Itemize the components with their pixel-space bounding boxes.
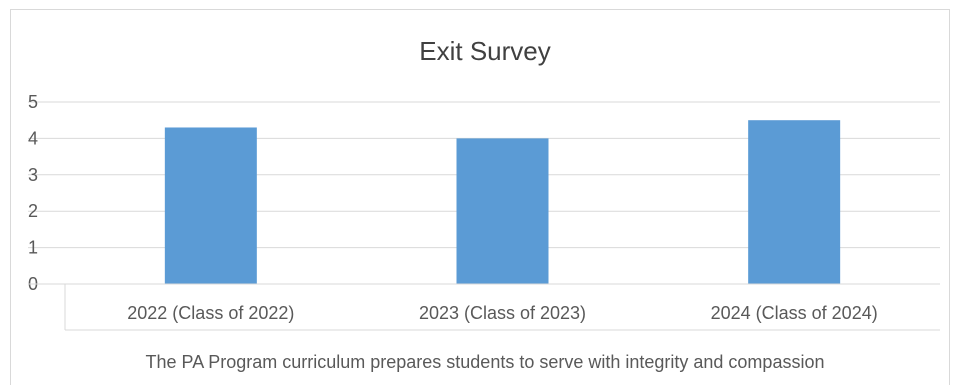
bars bbox=[164, 120, 841, 284]
bar-3 bbox=[748, 120, 841, 284]
x-axis-title: The PA Program curriculum prepares stude… bbox=[146, 352, 825, 372]
category-labels: 2022 (Class of 2022) 2023 (Class of 2023)… bbox=[127, 303, 877, 323]
category-label-2: 2023 (Class of 2023) bbox=[419, 303, 586, 323]
y-tick-label-3: 3 bbox=[28, 165, 38, 185]
y-tick-label-1: 1 bbox=[28, 238, 38, 258]
y-tick-label-2: 2 bbox=[28, 201, 38, 221]
chart-title: Exit Survey bbox=[419, 36, 551, 66]
x-axis bbox=[28, 283, 940, 331]
category-label-1: 2022 (Class of 2022) bbox=[127, 303, 294, 323]
bar-1 bbox=[164, 127, 257, 284]
bar-2 bbox=[456, 138, 549, 284]
y-tick-label-5: 5 bbox=[28, 92, 38, 112]
chart-frame bbox=[10, 9, 950, 385]
category-label-3: 2024 (Class of 2024) bbox=[711, 303, 878, 323]
y-tick-label-4: 4 bbox=[28, 128, 38, 148]
